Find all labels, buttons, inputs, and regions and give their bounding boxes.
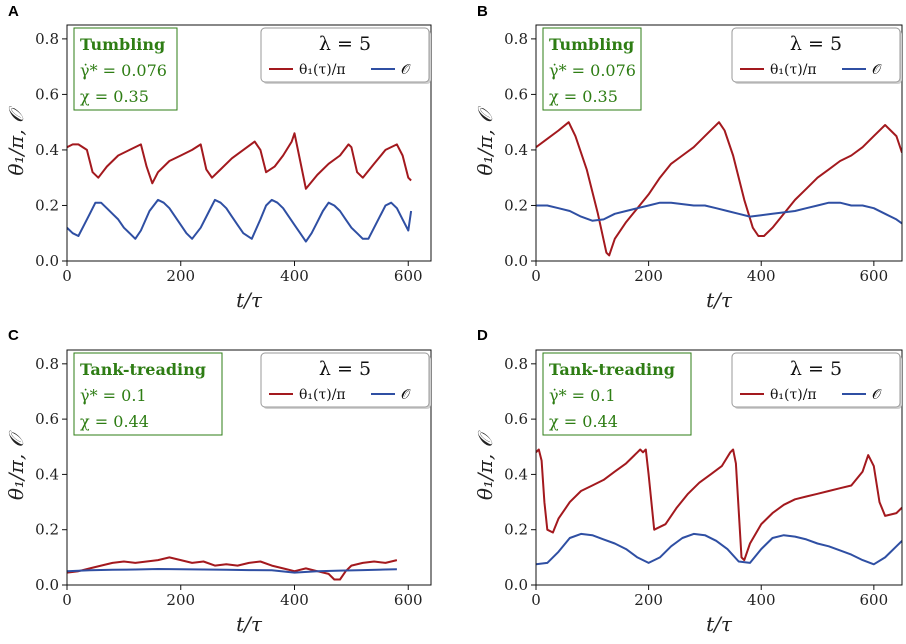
series-line-theta: [536, 448, 902, 562]
x-axis-label: t/τ: [236, 288, 263, 312]
x-tick-label: 200: [634, 591, 663, 609]
y-tick-label: 0.8: [35, 355, 59, 373]
y-tick-label: 0.6: [35, 410, 59, 428]
y-tick-label: 0.8: [35, 30, 59, 48]
panel-a: A 0 200 400 600 0.0 0.2 0.4 0.6 0.8 t/τ θ₁/π, 𝒪 Tumb…: [4, 3, 432, 312]
annotation-shear-rate: γ̇* = 0.076: [549, 61, 636, 80]
legend-label-theta: θ₁(τ)/π: [299, 387, 346, 403]
axes-frame: [66, 24, 432, 262]
x-tick-label: 200: [166, 591, 195, 609]
legend-title: λ = 5: [790, 33, 842, 55]
annotation-title: Tank-treading: [549, 360, 675, 379]
x-tick-label: 600: [394, 267, 423, 285]
y-tick-label: 0.0: [35, 252, 59, 270]
legend-label-order: 𝒪: [401, 387, 411, 403]
legend-title: λ = 5: [319, 33, 371, 55]
panel-b: B 0 200 400 600 0.0 0.2 0.4 0.6 0.8 t/τ θ₁/π, 𝒪 Tumb…: [473, 3, 903, 312]
y-tick-label: 0.4: [504, 465, 528, 483]
x-tick-label: 600: [860, 267, 889, 285]
axes-frame: [535, 349, 903, 586]
x-tick-label: 200: [634, 267, 663, 285]
x-axis-label: t/τ: [236, 612, 263, 636]
annotation-title: Tank-treading: [80, 360, 206, 379]
series-line-theta: [536, 121, 902, 257]
y-tick-label: 0.8: [504, 30, 528, 48]
axes-frame: [66, 349, 432, 586]
panel-d: D 0 200 400 600 0.0 0.2 0.4 0.6 0.8 t/τ θ₁/π, 𝒪 Tank…: [473, 327, 903, 636]
legend-title: λ = 5: [790, 358, 842, 380]
y-tick-label: 0.0: [35, 576, 59, 594]
legend-label-theta: θ₁(τ)/π: [299, 62, 346, 78]
legend-label-order: 𝒪: [872, 387, 882, 403]
series-line-order: [536, 201, 902, 225]
y-axis-label: θ₁/π, 𝒪: [473, 429, 497, 500]
annotation-box: [542, 352, 692, 436]
series-line-theta: [67, 556, 398, 581]
panel-c: C 0 200 400 600 0.0 0.2 0.4 0.6 0.8 t/τ θ₁/π, 𝒪 Tank…: [4, 327, 432, 636]
x-tick-label: 0: [62, 267, 72, 285]
x-tick-label: 0: [531, 591, 541, 609]
x-tick-label: 600: [394, 591, 423, 609]
legend-label-theta: θ₁(τ)/π: [770, 62, 817, 78]
y-tick-label: 0.0: [504, 252, 528, 270]
annotation-shear-rate: γ̇* = 0.076: [80, 61, 167, 80]
panel-letter: C: [8, 327, 19, 344]
y-tick-label: 0.6: [35, 85, 59, 103]
annotation-chi: χ = 0.44: [549, 412, 618, 431]
panel-letter: D: [477, 327, 488, 344]
annotation-box: [73, 27, 178, 111]
y-tick-label: 0.2: [504, 521, 528, 539]
annotation-box: [73, 352, 223, 436]
x-tick-label: 200: [166, 267, 195, 285]
annotation-box: [542, 27, 642, 111]
panel-letter: B: [477, 3, 488, 20]
annotation-chi: χ = 0.35: [80, 87, 149, 106]
x-tick-label: 400: [280, 591, 309, 609]
x-tick-label: 600: [860, 591, 889, 609]
annotation-shear-rate: γ̇* = 0.1: [80, 386, 147, 405]
y-tick-label: 0.4: [504, 141, 528, 159]
y-tick-label: 0.2: [504, 196, 528, 214]
axes-frame: [535, 24, 903, 262]
x-tick-label: 400: [747, 267, 776, 285]
y-tick-label: 0.4: [35, 465, 59, 483]
y-tick-label: 0.2: [35, 521, 59, 539]
legend-label-order: 𝒪: [401, 62, 411, 78]
series-line-order: [67, 568, 397, 574]
y-tick-label: 0.4: [35, 141, 59, 159]
y-axis-label: θ₁/π, 𝒪: [473, 105, 497, 176]
x-tick-label: 0: [62, 591, 72, 609]
legend-label-theta: θ₁(τ)/π: [770, 387, 817, 403]
legend-title: λ = 5: [319, 358, 371, 380]
annotation-shear-rate: γ̇* = 0.1: [549, 386, 616, 405]
y-tick-label: 0.8: [504, 355, 528, 373]
x-tick-label: 0: [531, 267, 541, 285]
annotation-title: Tumbling: [80, 35, 165, 54]
y-axis-label: θ₁/π, 𝒪: [4, 105, 28, 176]
x-tick-label: 400: [280, 267, 309, 285]
annotation-title: Tumbling: [549, 35, 634, 54]
x-tick-label: 400: [747, 591, 776, 609]
x-axis-label: t/τ: [706, 612, 733, 636]
y-axis-label: θ₁/π, 𝒪: [4, 429, 28, 500]
annotation-chi: χ = 0.35: [549, 87, 618, 106]
series-line-theta: [67, 132, 412, 190]
y-tick-label: 0.2: [35, 196, 59, 214]
panel-letter: A: [8, 3, 19, 20]
x-axis-label: t/τ: [706, 288, 733, 312]
y-tick-label: 0.6: [504, 85, 528, 103]
y-tick-label: 0.6: [504, 410, 528, 428]
annotation-chi: χ = 0.44: [80, 412, 149, 431]
legend-label-order: 𝒪: [872, 62, 882, 78]
series-line-order: [67, 198, 413, 243]
y-tick-label: 0.0: [504, 576, 528, 594]
series-line-order: [536, 532, 902, 566]
